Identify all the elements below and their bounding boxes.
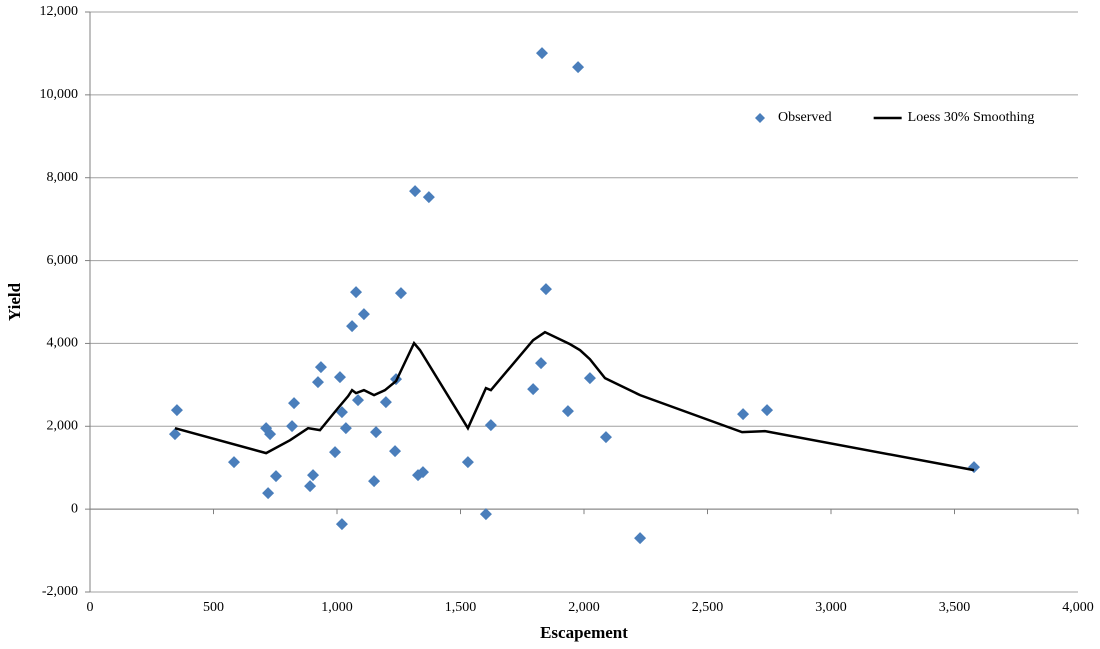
- data-point: [461, 456, 474, 469]
- data-point: [572, 61, 585, 74]
- x-tick-label: 1,000: [321, 600, 353, 615]
- data-point: [536, 47, 549, 60]
- data-point: [264, 428, 277, 441]
- legend-marker: [755, 113, 765, 123]
- legend-label: Observed: [778, 110, 832, 125]
- data-point: [968, 461, 981, 474]
- data-point: [409, 185, 422, 198]
- data-point: [583, 372, 596, 385]
- data-point: [314, 361, 327, 374]
- data-point: [346, 320, 359, 333]
- legend-label: Loess 30% Smoothing: [908, 110, 1035, 125]
- data-point: [335, 518, 348, 531]
- data-point: [339, 422, 352, 435]
- data-point: [389, 445, 402, 458]
- data-point: [288, 397, 301, 410]
- y-tick-label: 0: [71, 501, 78, 516]
- x-tick-label: 2,000: [568, 600, 600, 615]
- data-point: [269, 470, 282, 483]
- data-point: [168, 428, 181, 441]
- data-point: [539, 283, 552, 296]
- data-point: [535, 357, 548, 370]
- data-point: [170, 404, 183, 417]
- y-tick-label: 12,000: [40, 4, 79, 19]
- y-axis-title: Yield: [5, 282, 24, 321]
- x-tick-label: 1,500: [445, 600, 477, 615]
- data-point: [416, 466, 429, 479]
- data-point: [761, 404, 774, 417]
- data-point: [737, 408, 750, 421]
- data-point: [311, 376, 324, 389]
- data-point: [422, 191, 435, 204]
- data-point: [228, 456, 241, 469]
- data-point: [304, 480, 317, 493]
- y-tick-label: -2,000: [42, 584, 78, 599]
- y-tick-label: 6,000: [47, 253, 79, 268]
- data-point: [335, 406, 348, 419]
- x-tick-label: 4,000: [1062, 600, 1094, 615]
- x-tick-label: 3,000: [815, 600, 847, 615]
- data-point: [351, 394, 364, 407]
- smoothing-line: [174, 330, 975, 472]
- data-point: [599, 431, 612, 444]
- data-point: [370, 426, 383, 439]
- x-tick-label: 500: [203, 600, 224, 615]
- data-point: [527, 383, 540, 396]
- data-point: [479, 508, 492, 521]
- data-point: [286, 420, 299, 433]
- data-point: [329, 446, 342, 459]
- data-point: [333, 371, 346, 384]
- data-point: [368, 475, 381, 488]
- x-tick-label: 3,500: [939, 600, 971, 615]
- data-point: [484, 419, 497, 432]
- data-point: [307, 469, 320, 482]
- data-point: [262, 487, 275, 500]
- data-point: [379, 396, 392, 409]
- data-point: [357, 308, 370, 321]
- data-point: [394, 287, 407, 300]
- data-point: [634, 532, 647, 545]
- x-tick-label: 2,500: [692, 600, 724, 615]
- y-tick-label: 4,000: [47, 336, 79, 351]
- y-tick-label: 8,000: [47, 170, 79, 185]
- data-point: [561, 405, 574, 418]
- data-point: [350, 286, 363, 299]
- y-tick-label: 2,000: [47, 419, 79, 434]
- x-axis-title: Escapement: [540, 623, 628, 642]
- x-tick-label: 0: [87, 600, 94, 615]
- y-tick-label: 10,000: [40, 87, 79, 102]
